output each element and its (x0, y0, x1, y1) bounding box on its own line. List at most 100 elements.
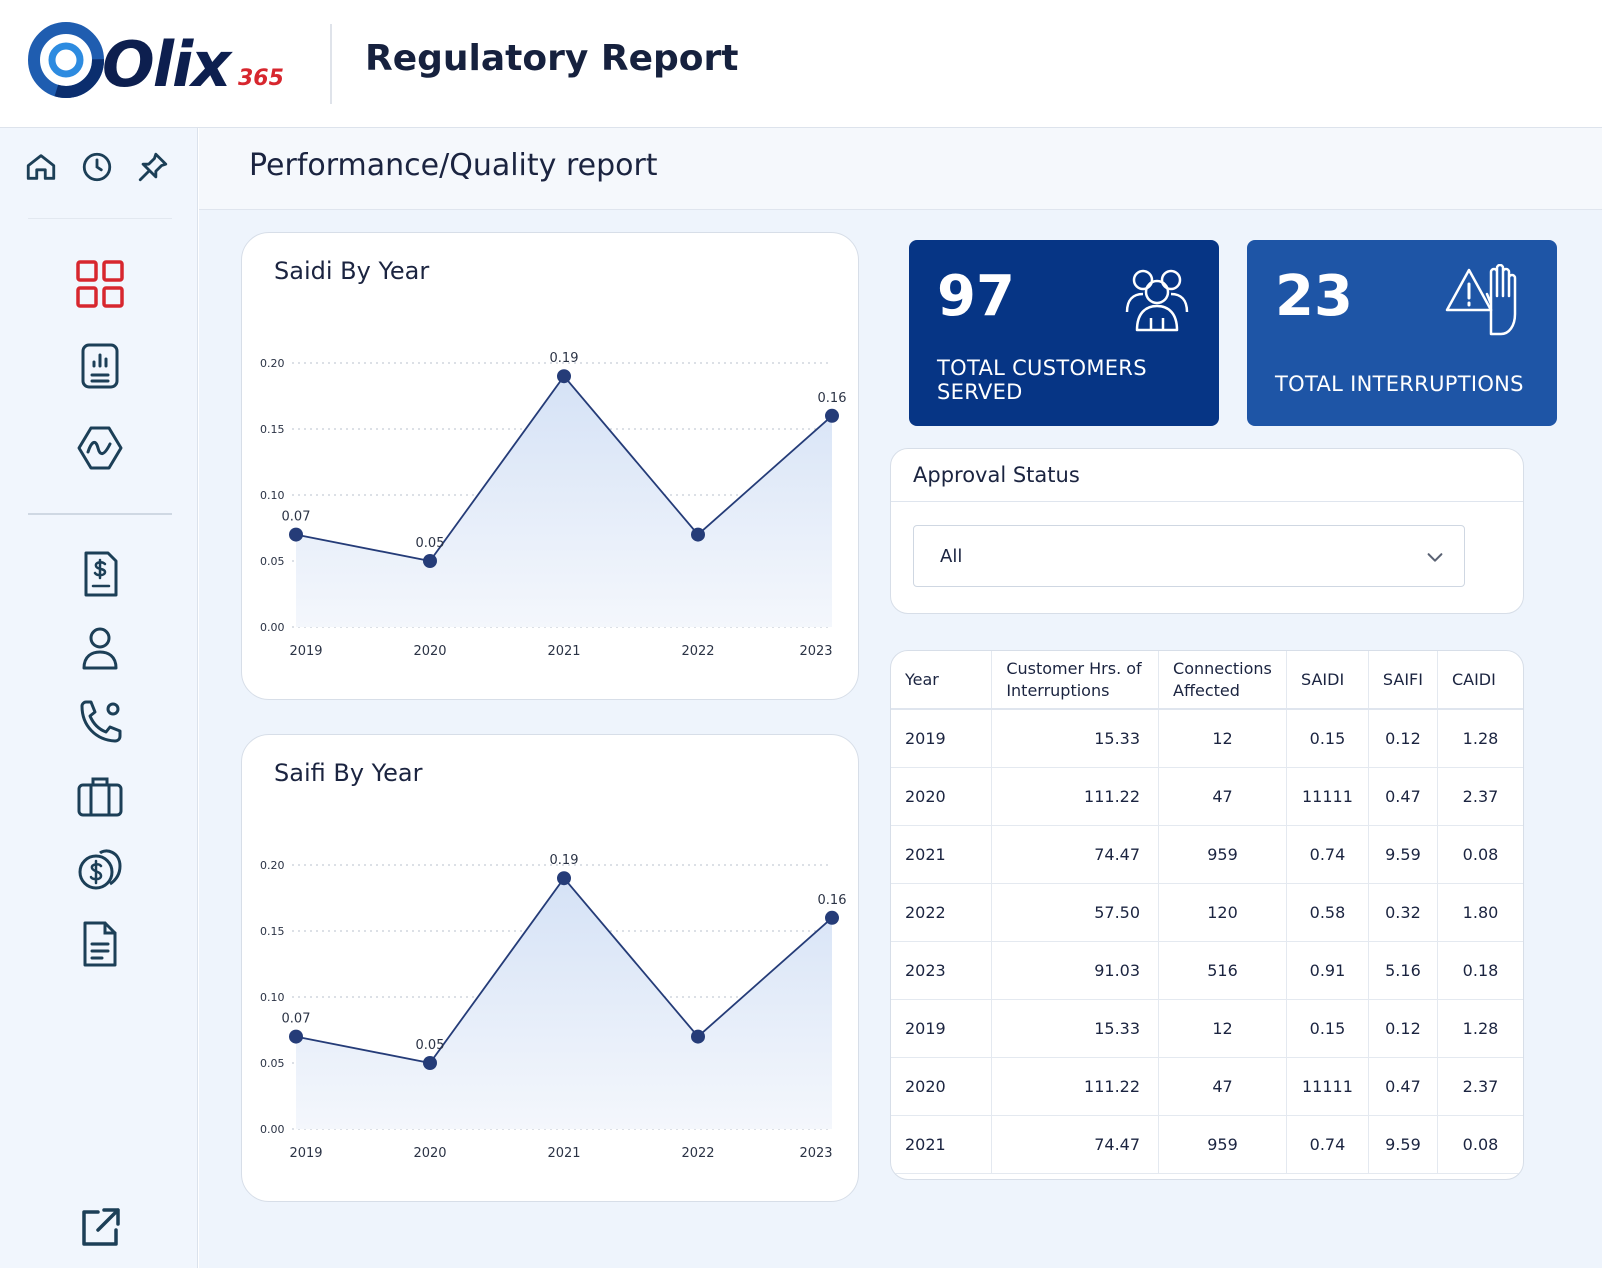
cell-customer-hrs: 15.33 (991, 999, 1160, 1058)
cell-caidi: 0.08 (1437, 1115, 1523, 1174)
x-tick-label: 2021 (547, 1146, 580, 1161)
total-interruptions-card[interactable]: 23 TOTAL INTERRUPTIONS (1247, 240, 1557, 426)
home-icon[interactable] (24, 150, 58, 184)
total-customers-value: 97 (937, 264, 1015, 329)
logo-wordmark: Olix (102, 28, 231, 101)
approval-status-value: All (940, 546, 963, 567)
x-tick-label: 2020 (413, 644, 446, 659)
external-link-icon[interactable] (76, 1204, 124, 1252)
cell-connections: 120 (1158, 883, 1287, 942)
cell-customer-hrs: 111.22 (991, 767, 1160, 826)
series-area (296, 878, 832, 1129)
cell-saidi: 0.15 (1286, 709, 1369, 768)
logo-suffix: 365 (238, 66, 284, 91)
total-interruptions-label: TOTAL INTERRUPTIONS (1275, 372, 1524, 396)
sidebar-quick-actions (0, 128, 198, 210)
dashboard-grid-icon[interactable] (76, 260, 124, 308)
cell-connections: 959 (1158, 1115, 1287, 1174)
total-customers-card[interactable]: 97 TOTAL CUSTOMERS SERVED (909, 240, 1219, 426)
total-interruptions-value: 23 (1275, 264, 1353, 329)
pin-icon[interactable] (136, 150, 170, 184)
performance-table-card: Year Customer Hrs. of Interruptions Conn… (890, 650, 1524, 1180)
cell-caidi: 1.28 (1437, 999, 1523, 1058)
analytics-icon[interactable] (76, 424, 124, 472)
invoice-icon[interactable] (76, 550, 124, 598)
cell-saidi: 0.74 (1286, 825, 1369, 884)
col-customer-hrs[interactable]: Customer Hrs. of Interruptions (991, 651, 1160, 710)
cell-customer-hrs: 91.03 (991, 941, 1160, 1000)
table-row[interactable]: 2022 57.50 120 0.58 0.32 1.80 (891, 883, 1523, 942)
document-icon[interactable] (76, 920, 124, 968)
data-label: 0.19 (550, 351, 579, 366)
warning-hand-icon (1445, 264, 1517, 336)
approval-status-select[interactable]: All (913, 525, 1465, 587)
app-header: Olix 365 Regulatory Report (0, 0, 1602, 128)
cell-caidi: 0.08 (1437, 825, 1523, 884)
report-chart-icon[interactable] (76, 342, 124, 390)
cell-customer-hrs: 74.47 (991, 825, 1160, 884)
data-label: 0.07 (282, 1012, 311, 1027)
y-tick-label: 0.00 (260, 621, 285, 634)
olix-logo[interactable]: Olix 365 (28, 22, 288, 102)
approval-status-card: Approval Status All (890, 448, 1524, 614)
x-tick-label: 2019 (289, 644, 322, 659)
sidebar (0, 128, 198, 1268)
data-point (691, 527, 705, 542)
cell-saifi: 0.47 (1368, 767, 1438, 826)
cell-caidi: 2.37 (1437, 1057, 1523, 1116)
x-tick-label: 2019 (289, 1146, 322, 1161)
header-divider (330, 24, 332, 104)
cell-connections: 47 (1158, 1057, 1287, 1116)
cell-caidi: 1.28 (1437, 709, 1523, 768)
cell-saifi: 0.12 (1368, 999, 1438, 1058)
col-saidi[interactable]: SAIDI (1286, 651, 1369, 710)
sidebar-divider (28, 218, 172, 219)
cell-caidi: 2.37 (1437, 767, 1523, 826)
performance-table: Year Customer Hrs. of Interruptions Conn… (891, 651, 1523, 1174)
col-caidi[interactable]: CAIDI (1437, 651, 1523, 710)
payments-icon[interactable] (76, 844, 124, 892)
table-row[interactable]: 2023 91.03 516 0.91 5.16 0.18 (891, 941, 1523, 1000)
table-header-row: Year Customer Hrs. of Interruptions Conn… (891, 651, 1523, 710)
table-row[interactable]: 2021 74.47 959 0.74 9.59 0.08 (891, 1115, 1523, 1174)
phone-icon[interactable] (76, 698, 124, 746)
cell-saidi: 0.91 (1286, 941, 1369, 1000)
approval-status-title: Approval Status (913, 463, 1080, 487)
saidi-chart-card: Saidi By Year 0.00 0.05 0.10 0.15 0.20 0.07 20… (241, 232, 859, 700)
data-point (423, 554, 437, 568)
page-header: Performance/Quality report (199, 128, 1602, 210)
x-tick-label: 2022 (681, 644, 714, 659)
cell-connections: 959 (1158, 825, 1287, 884)
data-label: 0.16 (818, 893, 847, 908)
y-tick-label: 0.10 (260, 991, 285, 1004)
data-point (423, 1056, 437, 1070)
cell-year: 2021 (891, 1115, 993, 1174)
cell-connections: 47 (1158, 767, 1287, 826)
table-row[interactable]: 2019 15.33 12 0.15 0.12 1.28 (891, 999, 1523, 1058)
approval-divider (891, 501, 1523, 502)
cell-year: 2023 (891, 941, 993, 1000)
table-row[interactable]: 2020 111.22 47 11111 0.47 2.37 (891, 767, 1523, 826)
table-row[interactable]: 2019 15.33 12 0.15 0.12 1.28 (891, 709, 1523, 768)
y-tick-label: 0.05 (260, 555, 285, 568)
table-row[interactable]: 2021 74.47 959 0.74 9.59 0.08 (891, 825, 1523, 884)
logo-swirl-icon (28, 22, 104, 98)
col-connections[interactable]: Connections Affected (1158, 651, 1287, 710)
chevron-down-icon (1427, 553, 1443, 562)
x-tick-label: 2022 (681, 1146, 714, 1161)
col-year[interactable]: Year (891, 651, 993, 710)
page-title: Performance/Quality report (249, 148, 658, 183)
briefcase-icon[interactable] (76, 772, 124, 820)
table-row[interactable]: 2020 111.22 47 11111 0.47 2.37 (891, 1057, 1523, 1116)
cell-saidi: 11111 (1286, 767, 1369, 826)
col-saifi[interactable]: SAIFI (1368, 651, 1438, 710)
cell-saifi: 0.47 (1368, 1057, 1438, 1116)
data-point (557, 871, 571, 886)
data-label: 0.05 (416, 536, 445, 551)
history-icon[interactable] (80, 150, 114, 184)
y-tick-label: 0.15 (260, 925, 285, 938)
user-icon[interactable] (76, 624, 124, 672)
data-point (289, 1029, 303, 1044)
y-tick-label: 0.10 (260, 489, 285, 502)
cell-saifi: 0.32 (1368, 883, 1438, 942)
